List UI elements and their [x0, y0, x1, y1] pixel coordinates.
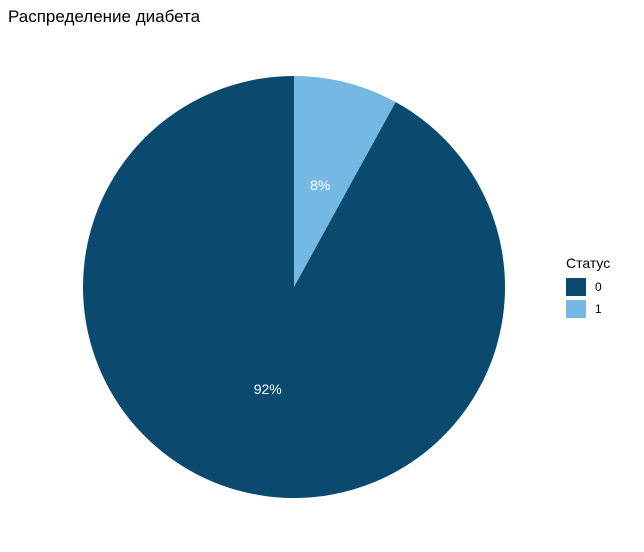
legend-item-0: 0 [566, 276, 610, 298]
legend-label-0: 0 [595, 280, 602, 294]
slice-label-1: 8% [310, 177, 330, 193]
legend-swatch-1 [566, 300, 586, 318]
legend: Статус 0 1 [566, 254, 610, 320]
chart-title: Распределение диабета [8, 7, 201, 26]
legend-label-1: 1 [595, 302, 602, 316]
pie-slice-0 [82, 76, 505, 498]
pie-slice-1 [294, 76, 396, 287]
legend-title: Статус [566, 255, 611, 271]
legend-swatch-0 [566, 278, 586, 296]
legend-item-1: 1 [566, 298, 610, 320]
slice-label-0: 92% [254, 381, 282, 397]
